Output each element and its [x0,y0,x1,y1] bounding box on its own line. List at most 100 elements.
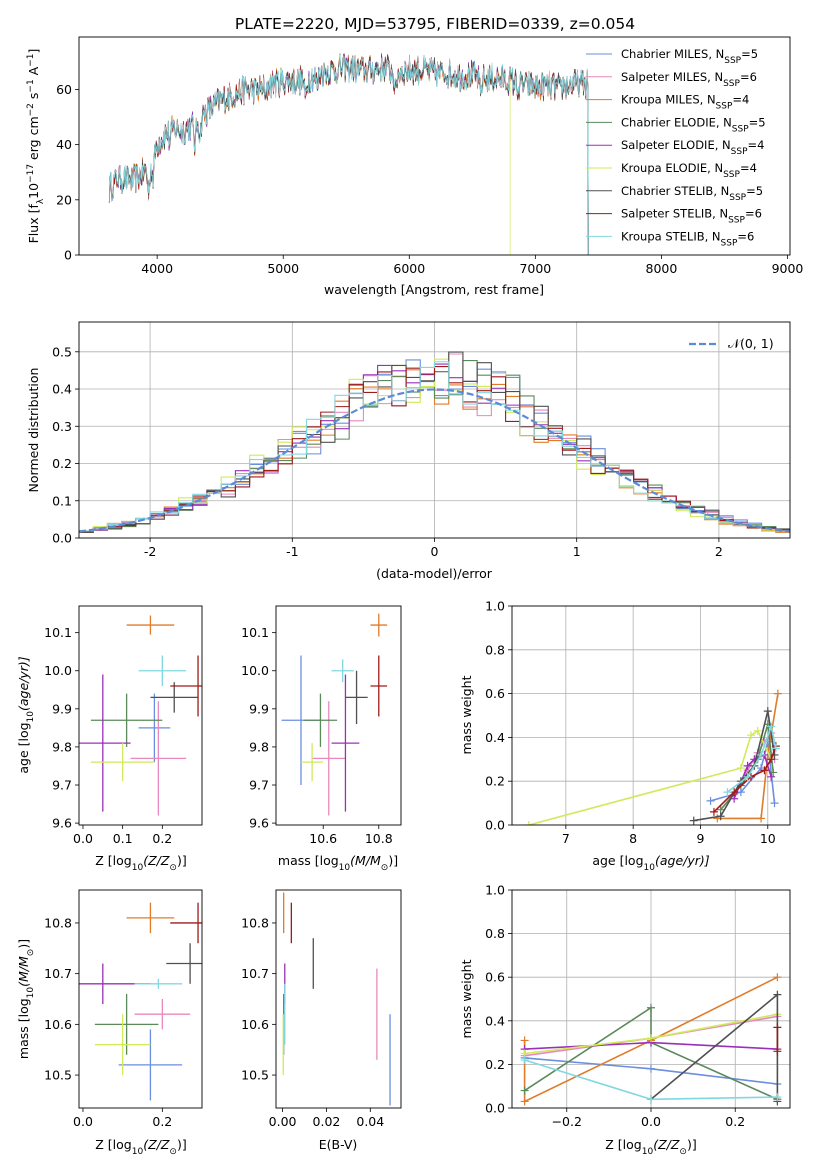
residuals-panel: -2 -1 0 1 2 0.0 0.1 0.2 0.3 0.4 0.5 (data-model)/er… [26,321,791,581]
data-point [736,764,745,773]
data-point [520,1097,529,1106]
data-point [716,812,725,821]
legend-entry: Salpeter STELIB, NSSP=6 [621,207,762,226]
x-tick-label: 10 [760,831,776,846]
data-point [743,761,752,770]
y-tick-label: 10.5 [44,1068,72,1083]
data-point [706,796,715,805]
legend-entry: 𝒩(0, 1) [728,336,774,351]
legend-entry: Chabrier ELODIE, NSSP=5 [621,115,766,134]
y-tick-label: 60 [56,82,72,97]
data-point [520,1056,529,1065]
age-vs-mass-panel: 10.6 10.8 9.6 9.7 9.8 9.9 10.0 10.1 mass [log10(… [241,605,402,873]
data-point [743,772,752,781]
x-axis-label: Z [log10(Z/Z⊙)] [605,1137,696,1157]
y-tick-label: 10.0 [44,663,72,678]
y-tick-label: 10.0 [241,663,269,678]
y-tick-label: 0.6 [485,686,505,701]
age_vs_Z-frame [78,605,203,826]
y-tick-label: 1.0 [485,883,505,898]
x-tick-label: 7 [562,831,570,846]
data-point [773,1093,782,1102]
data-point [753,726,762,735]
mass_weight_vs_age-frame [511,605,791,826]
legend-entry: Salpeter ELODIE, NSSP=4 [621,138,764,157]
age-vs-Z-panel: 0.0 0.1 0.2 9.6 9.7 9.8 9.9 10.0 10.1 Z [log10(Z/… [16,605,203,873]
y-tick-label: 0.6 [485,970,505,985]
data-point [524,821,533,825]
x-axis-label: wavelength [Angstrom, rest frame] [324,282,544,297]
data-point [767,722,776,731]
x-axis-label: Z [log10(Z/Z⊙)] [95,853,186,873]
data-point [647,1064,655,1073]
spectrum-plot-area [108,52,589,255]
x-axis-label: age [log10(age/yr)] [592,853,709,873]
figure-title: PLATE=2220, MJD=53795, FIBERID=0339, z=0… [235,15,635,33]
legend-entry: Salpeter MILES, NSSP=6 [621,70,757,89]
y-tick-label: 0.5 [52,344,72,359]
data-point [773,990,782,999]
y-axis-label: mass weight [459,959,474,1038]
histogram-step [79,361,790,532]
y-tick-label: 0.4 [485,730,505,745]
x-tick-label: -1 [286,544,298,559]
residuals-plot-area [79,322,790,538]
mass_vs_Z-plot-area [79,902,202,1101]
y-tick-label: 10.7 [44,966,72,981]
legend-entry: Kroupa ELODIE, NSSP=4 [621,161,757,180]
y-tick-label: 0.0 [485,818,505,833]
y-tick-label: 0.0 [485,1101,505,1116]
gaussian-reference-curve [79,388,790,533]
data-point [757,750,766,759]
y-tick-label: 9.6 [52,816,72,831]
x-tick-label: 0.0 [641,1114,661,1129]
x-tick-label: −0.2 [552,1114,582,1129]
x-axis-label: Z [log10(Z/Z⊙)] [95,1137,186,1157]
x-tick-label: 1 [573,544,581,559]
y-tick-label: 0.2 [485,1057,505,1072]
y-tick-label: 0.3 [52,419,72,434]
x-tick-label: 6000 [393,261,425,276]
y-tick-label: 10.8 [44,915,72,930]
y-tick-label: 20 [56,192,72,207]
spectrum-line [108,54,589,255]
mass_weight_vs_Z-frame [511,889,791,1109]
legend-entry: Kroupa MILES, NSSP=4 [621,93,749,112]
series-line [524,1006,778,1101]
spectrum-frame [78,36,791,256]
x-tick-label: 0 [431,544,439,559]
x-tick-label: 7000 [519,261,551,276]
y-tick-label: 9.9 [249,701,269,716]
y-tick-label: 40 [56,137,72,152]
series-line [713,745,777,813]
x-tick-label: 0.02 [313,1114,341,1129]
x-tick-label: 0.2 [152,831,172,846]
y-axis-label: Flux [fλ10−17 erg cm−2 s−1 A−1] [26,49,46,244]
x-tick-label: 0.1 [113,831,133,846]
x-tick-label: 0.2 [152,1114,172,1129]
age_vs_mass-plot-area [281,613,388,816]
data-point [647,1095,655,1104]
x-tick-label: 9 [696,831,704,846]
x-tick-label: 0.00 [269,1114,297,1129]
mass-vs-Z-panel: 0.0 0.2 10.5 10.6 10.7 10.8 Z [log10(Z/Z⊙)] mas… [16,889,203,1157]
histogram-step [79,366,790,533]
x-tick-label: 10.6 [309,831,337,846]
data-point [770,799,779,808]
age_vs_Z-plot-area [79,615,202,816]
mass_weight_vs_age-plot-area [512,606,790,825]
mass_vs_Z-frame [78,889,203,1109]
data-point [647,1034,655,1043]
y-tick-label: 9.9 [52,701,72,716]
y-axis-label: age [log10(age/yr)] [16,656,36,773]
y-tick-label: 0 [64,248,72,263]
y-axis-label: Normed distribution [26,368,41,493]
data-point [689,816,698,825]
y-tick-label: 0.4 [52,382,72,397]
x-tick-label: 10.8 [365,831,393,846]
x-axis-label: E(B-V) [319,1137,358,1152]
data-point [767,772,776,781]
x-axis-label: mass [log10(M/M⊙)] [278,853,398,873]
legend-entry: Chabrier STELIB, NSSP=5 [621,184,763,203]
